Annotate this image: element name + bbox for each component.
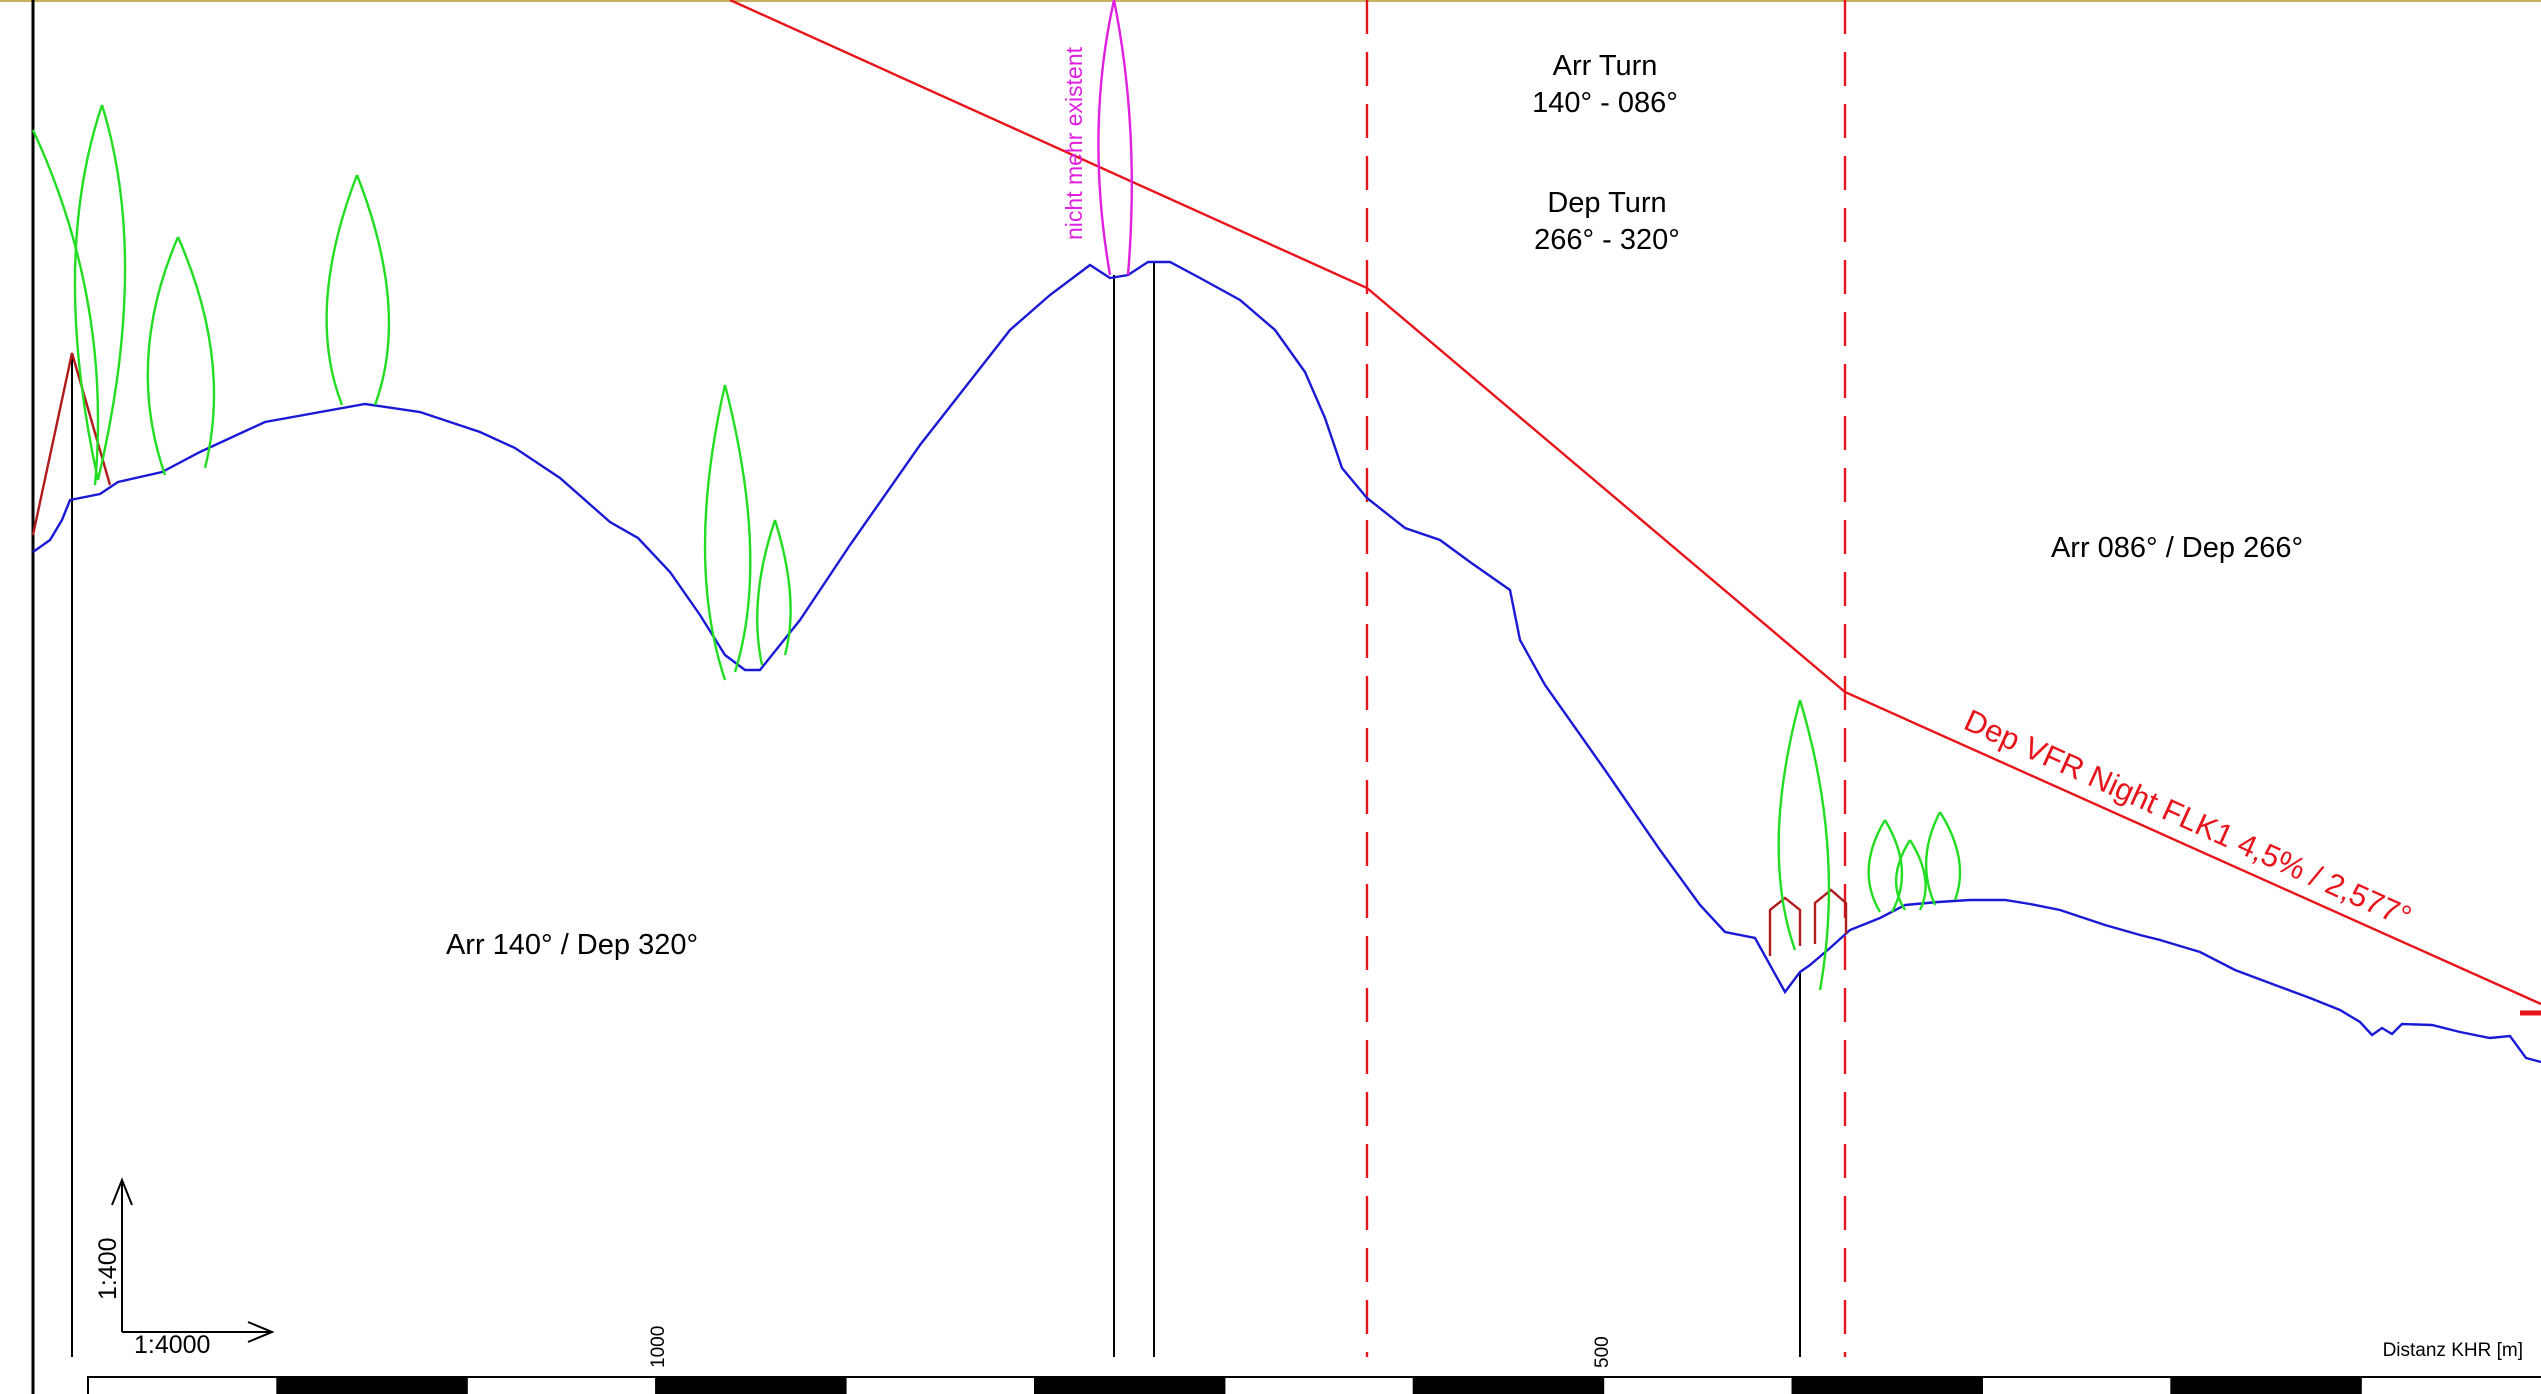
tree-icon <box>325 174 391 406</box>
horizontal-scale-label: 1:4000 <box>134 1331 210 1359</box>
scale-bar-segment <box>1223 1376 1415 1394</box>
distance-axis-label: Distanz KHR [m] <box>2383 1340 2523 1361</box>
scale-bar-segment <box>2170 1376 2362 1394</box>
dep-turn-range-label: 266° - 320° <box>1534 224 1680 256</box>
right-zone-label: Arr 086° / Dep 266° <box>2051 532 2303 564</box>
scale-bar-segment <box>2359 1376 2541 1394</box>
distance-tick-label: 500 <box>1592 1336 1613 1368</box>
building-outline <box>1813 888 1848 944</box>
axis-arrows-icon <box>111 1177 275 1343</box>
scale-bar-segment <box>87 1376 279 1394</box>
scale-bar-segment <box>844 1376 1036 1394</box>
scale-bar-segment <box>465 1376 658 1394</box>
building-outline <box>1768 896 1802 956</box>
departure-line-label: Dep VFR Night FLK1 4,5% / 2,577° <box>1959 702 2417 934</box>
tree-icon <box>1894 839 1927 911</box>
arr-turn-label: Arr Turn <box>1553 50 1658 82</box>
tree-icon <box>1925 811 1962 906</box>
scale-bar-segment <box>1791 1376 1983 1394</box>
terrain-profile-line <box>32 260 2541 1064</box>
tree-icon <box>703 384 752 681</box>
scale-bar-segment <box>655 1376 847 1394</box>
removed-obstacle-label: nicht mehr existent <box>1061 46 1087 240</box>
distance-tick-label: 1000 <box>648 1326 669 1368</box>
dep-turn-label: Dep Turn <box>1547 187 1666 219</box>
arr-turn-range-label: 140° - 086° <box>1532 87 1678 119</box>
tree-group <box>31 104 1962 991</box>
tree-icon <box>146 236 216 476</box>
left-zone-label: Arr 140° / Dep 320° <box>446 929 698 961</box>
scale-bar-segment <box>1602 1376 1794 1394</box>
tree-icon <box>31 129 100 486</box>
tree-icon <box>1867 819 1904 913</box>
scale-bar-segment <box>1412 1376 1605 1394</box>
obstacle-surface-line <box>729 0 2541 1006</box>
removed-obstacle-outline <box>1097 0 1133 276</box>
tree-icon <box>73 104 127 481</box>
tree-icon <box>756 519 792 666</box>
vertical-scale-label: 1:400 <box>94 1237 122 1300</box>
tree-icon <box>1777 699 1831 991</box>
scale-bar-segment <box>1981 1376 2173 1394</box>
distance-scale-bar <box>87 1376 2541 1394</box>
scale-bar-segment <box>276 1376 468 1394</box>
scale-bar-segment <box>1034 1376 1226 1394</box>
